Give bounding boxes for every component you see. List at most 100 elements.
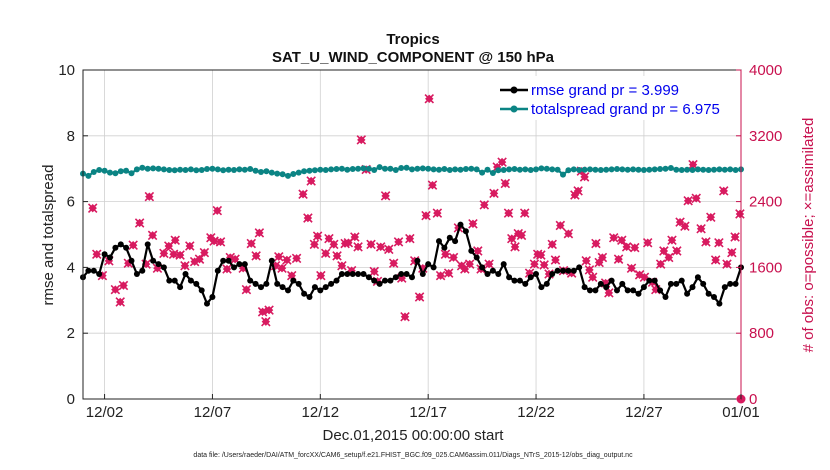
rmse-point-19: [182, 271, 189, 277]
rmse-point-12: [144, 241, 151, 248]
rmse-point-91: [570, 267, 577, 274]
totalspread-point-53: [365, 165, 372, 172]
rmse-point-109: [667, 280, 674, 287]
totalspread-point-103: [635, 166, 642, 173]
rmse-point-67: [441, 244, 448, 251]
rmse-point-7: [117, 241, 124, 248]
obs-assimilated-x-100: [510, 242, 520, 252]
totalspread-point-5: [107, 169, 113, 176]
obs-assimilated-x-112: [555, 220, 566, 231]
totalspread-point-17: [171, 167, 178, 174]
totalspread-point-49: [344, 166, 351, 173]
obs-assimilated-x-111: [550, 255, 561, 265]
obs-assimilated-x-11: [144, 191, 155, 202]
totalspread-point-68: [446, 167, 453, 173]
rmse-point-5: [107, 254, 113, 261]
y-tick-label-3: 6: [67, 194, 75, 211]
rmse-point-60: [403, 271, 410, 277]
rmse-point-107: [657, 287, 664, 294]
obs-assimilated-x-84: [448, 252, 459, 263]
obs-assimilated-x-55: [337, 260, 347, 271]
y-right-tick-label-5: 4000: [749, 62, 782, 79]
obs-assimilated-x-143: [672, 246, 682, 256]
obs-assimilated-x-68: [384, 244, 394, 255]
rmse-point-61: [409, 274, 415, 281]
totalspread-point-28: [231, 167, 237, 173]
totalspread-point-36: [274, 170, 281, 177]
totalspread-point-108: [662, 165, 669, 172]
obs-assimilated-x-27: [215, 237, 226, 247]
obs-assimilated-x-119: [579, 172, 590, 182]
rmse-point-3: [96, 271, 103, 277]
legend-spread-marker: [510, 105, 518, 113]
y-right-tick-label-1: 800: [749, 325, 774, 342]
totalspread-point-63: [419, 165, 426, 172]
obs-assimilated-x-140: [659, 246, 669, 256]
obs-assimilated-x-93: [484, 259, 494, 269]
obs-assimilated-x-49: [312, 231, 323, 241]
obs-assimilated-x-114: [563, 228, 574, 239]
obs-assimilated-x-123: [591, 238, 601, 249]
obs-assimilated-x-59: [350, 232, 360, 242]
rmse-point-78: [500, 261, 507, 268]
rmse-point-32: [252, 280, 259, 287]
rmse-point-33: [258, 284, 264, 291]
obs-assimilated-x-152: [710, 255, 721, 265]
totalspread-point-115: [700, 166, 707, 173]
totalspread-point-87: [549, 166, 556, 173]
totalspread-point-25: [214, 166, 221, 173]
rmse-point-100: [619, 280, 626, 287]
rmse-point-63: [419, 271, 426, 277]
totalspread-point-43: [311, 167, 318, 174]
obs-assimilated-x-103: [519, 208, 530, 218]
rmse-point-13: [150, 257, 157, 264]
obs-assimilated-x-145: [680, 221, 690, 232]
totalspread-point-50: [349, 166, 356, 172]
rmse-point-93: [581, 284, 588, 291]
rmse-point-42: [306, 294, 313, 300]
totalspread-point-82: [522, 166, 529, 173]
totalspread-point-37: [279, 171, 286, 178]
obs-assimilated-x-69: [388, 258, 399, 269]
obs-assimilated-x-51: [320, 248, 331, 259]
totalspread-point-105: [646, 166, 653, 173]
totalspread-point-95: [592, 166, 599, 173]
totalspread-point-76: [489, 170, 496, 176]
rmse-point-62: [414, 257, 421, 264]
chart-title: Tropics: [386, 31, 439, 48]
obs-assimilated-x-61: [356, 135, 367, 145]
rmse-point-98: [608, 277, 615, 284]
obs-assimilated-x-92: [479, 200, 490, 210]
totalspread-point-10: [133, 166, 140, 173]
rmse-point-10: [133, 271, 140, 277]
obs-assimilated-x-88: [464, 259, 475, 269]
obs-assimilated-x-79: [427, 180, 438, 190]
totalspread-point-89: [560, 171, 566, 178]
rmse-point-108: [662, 294, 669, 300]
rmse-point-37: [279, 284, 286, 291]
obs-assimilated-x-20: [185, 241, 195, 251]
obs-assimilated-x-6: [118, 280, 129, 291]
rmse-point-99: [614, 287, 620, 294]
totalspread-point-7: [117, 168, 124, 175]
rmse-point-119: [721, 284, 728, 291]
totalspread-point-61: [409, 166, 415, 173]
x-axis: 12/02 12/07 12/12 12/17 12/22 12/27 01/01: [86, 394, 760, 421]
totalspread-point-54: [371, 167, 378, 173]
totalspread-point-51: [355, 165, 362, 172]
totalspread-point-120: [727, 166, 734, 173]
totalspread-point-29: [236, 166, 243, 173]
obs-assimilated-x-19: [180, 260, 190, 271]
rmse-point-54: [371, 277, 378, 284]
totalspread-point-88: [554, 166, 561, 173]
totalspread-point-78: [500, 167, 507, 173]
y-tick-label-5: 10: [58, 62, 75, 79]
series-layer: [80, 94, 746, 404]
legend-rmse-label: rmse grand pr = 3.999: [531, 82, 679, 99]
rmse-point-26: [220, 257, 227, 264]
obs-assimilated-x-5: [115, 297, 125, 307]
totalspread-point-93: [581, 166, 588, 173]
rmse-point-50: [349, 271, 356, 277]
totalspread-point-117: [711, 166, 717, 173]
obs-assimilated-x-44: [291, 253, 302, 264]
